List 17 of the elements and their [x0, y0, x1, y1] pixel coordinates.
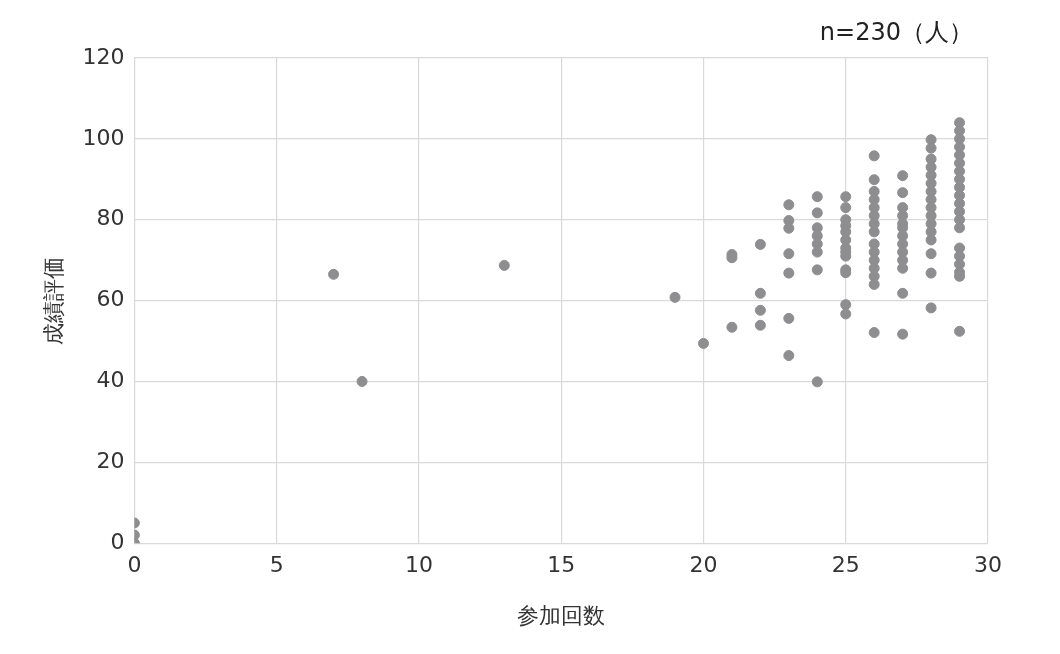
y-tick-label: 120 [82, 43, 125, 69]
y-tick-label: 0 [110, 528, 125, 554]
y-tick-label: 40 [96, 367, 125, 393]
x-tick-label: 10 [404, 552, 433, 578]
y-tick-label: 20 [96, 448, 125, 474]
y-tick-label: 80 [96, 205, 125, 231]
x-axis-title: 参加回数 [517, 602, 606, 628]
x-tick-label: 0 [127, 552, 142, 578]
y-tick-label: 60 [96, 286, 125, 312]
x-tick-label: 25 [831, 552, 860, 578]
text: n=230（人） [819, 18, 973, 47]
y-axis-title: 成績評価 [40, 256, 66, 345]
x-tick-label: 15 [547, 552, 576, 578]
x-tick-label: 30 [974, 552, 1002, 578]
x-tick-label: 20 [689, 552, 718, 578]
y-tick-label: 100 [82, 124, 125, 150]
x-tick-label: 5 [269, 552, 284, 578]
